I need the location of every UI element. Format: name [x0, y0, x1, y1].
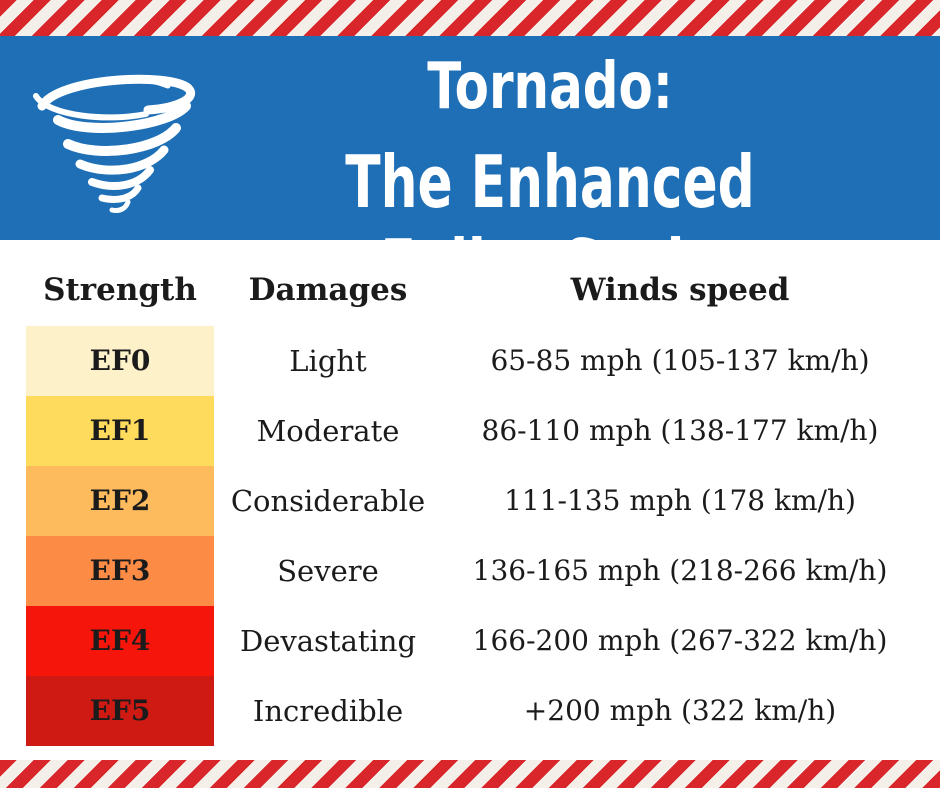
header-strength: Strength: [43, 272, 197, 308]
title-banner: Tornado: The Enhanced Fujita Scale: [0, 36, 940, 308]
header-wind-speed: Winds speed: [570, 272, 790, 308]
damage-cell: Severe: [277, 554, 379, 588]
level-cell: EF1: [26, 396, 214, 466]
title-line-1: Tornado:: [427, 50, 673, 124]
damage-cell: Moderate: [256, 414, 400, 448]
level-cell: EF5: [26, 676, 214, 746]
header-damages: Damages: [248, 272, 408, 308]
speed-cell: 136-165 mph (218-266 km/h): [472, 554, 888, 587]
level-cell: EF0: [26, 326, 214, 396]
table-row: EF5 Incredible +200 mph (322 km/h): [0, 676, 940, 746]
level-cell: EF4: [26, 606, 214, 676]
speed-cell: 65-85 mph (105-137 km/h): [490, 344, 870, 377]
tornado-icon: [33, 74, 195, 213]
level-cell: EF2: [26, 466, 214, 536]
speed-cell: 166-200 mph (267-322 km/h): [472, 624, 888, 657]
level-cell: EF3: [26, 536, 214, 606]
table-row: EF1 Moderate 86-110 mph (138-177 km/h): [0, 396, 940, 466]
damage-cell: Devastating: [239, 624, 417, 658]
bottom-hazard-stripe: [0, 760, 940, 788]
title-line-2: The Enhanced Fujita Scale: [345, 140, 755, 308]
damage-cell: Considerable: [230, 484, 426, 518]
speed-cell: +200 mph (322 km/h): [523, 694, 837, 727]
table-row: EF3 Severe 136-165 mph (218-266 km/h): [0, 536, 940, 606]
table-row: EF2 Considerable 111-135 mph (178 km/h): [0, 466, 940, 536]
damage-cell: Light: [289, 344, 367, 378]
scale-table: EF0 Light 65-85 mph (105-137 km/h) EF1 M…: [0, 326, 940, 746]
speed-cell: 111-135 mph (178 km/h): [504, 484, 856, 517]
damage-cell: Incredible: [252, 694, 404, 728]
speed-cell: 86-110 mph (138-177 km/h): [481, 414, 879, 447]
top-hazard-stripe: [0, 0, 940, 36]
table-header: Strength Damages Winds speed: [0, 262, 940, 318]
table-row: EF4 Devastating 166-200 mph (267-322 km/…: [0, 606, 940, 676]
table-row: EF0 Light 65-85 mph (105-137 km/h): [0, 326, 940, 396]
